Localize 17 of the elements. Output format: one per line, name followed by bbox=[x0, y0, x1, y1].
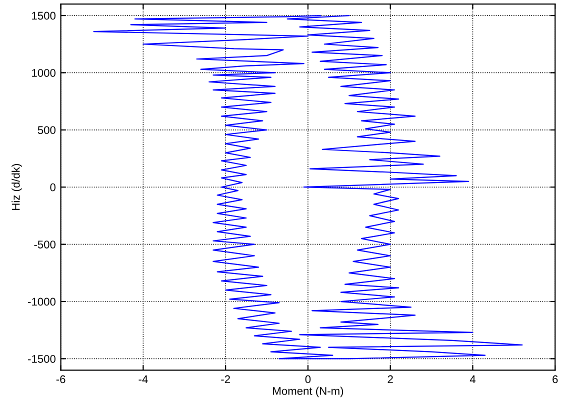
y-tick-label: -1000 bbox=[28, 298, 56, 306]
y-axis-title: Hiz (d/dk) bbox=[12, 164, 22, 210]
y-tick-label: 500 bbox=[38, 126, 56, 134]
y-tick-label: 1500 bbox=[32, 12, 56, 20]
x-tick-label: 0 bbox=[305, 375, 311, 384]
x-tick-label: -6 bbox=[56, 375, 66, 384]
x-tick-label: 2 bbox=[388, 375, 393, 384]
x-tick-label: -2 bbox=[221, 375, 230, 384]
x-axis-title: Moment (N-m) bbox=[273, 386, 344, 398]
x-tick-label: 6 bbox=[552, 375, 558, 384]
x-tick-label: 4 bbox=[470, 375, 476, 384]
y-tick-label: -1500 bbox=[28, 354, 56, 363]
y-tick-label: -500 bbox=[34, 240, 56, 248]
line-series bbox=[93, 14, 523, 360]
y-tick-label: 0 bbox=[50, 183, 56, 192]
x-tick-label: -4 bbox=[138, 375, 148, 384]
y-tick-label: 1000 bbox=[32, 68, 56, 77]
